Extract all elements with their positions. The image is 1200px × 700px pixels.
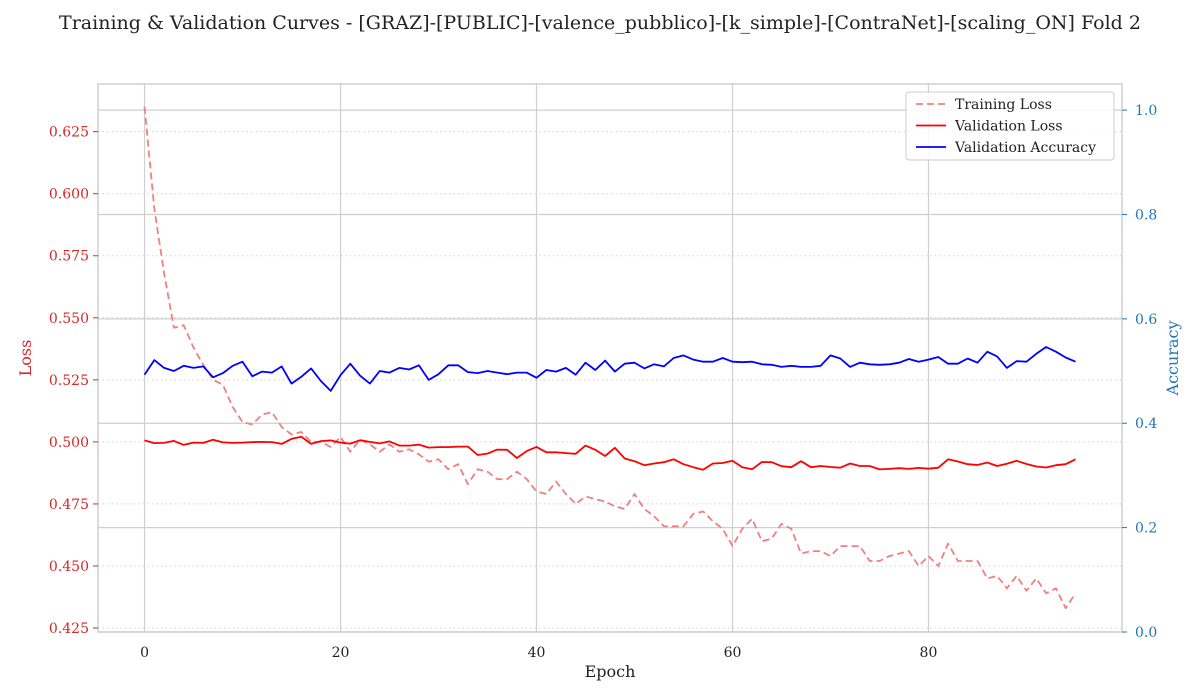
tick-labels: 0 20 40 60 80 0.425 0.450 0.475 0.500 0.525 0.550 0… — [49, 103, 1157, 661]
y-left-tick-label: 0.625 — [49, 125, 89, 141]
y-left-tick-label: 0.450 — [49, 559, 89, 575]
legend-entry: Training Loss — [955, 97, 1052, 113]
y-right-tick-label: 0.0 — [1135, 625, 1157, 641]
y-right-tick-label: 0.8 — [1135, 207, 1157, 223]
y-left-tick-label: 0.575 — [49, 249, 89, 265]
y-right-tick-label: 0.2 — [1135, 521, 1157, 537]
y-right-tick-label: 0.6 — [1135, 312, 1157, 328]
x-tick-label: 60 — [724, 645, 742, 661]
y-left-tick-label: 0.550 — [49, 311, 89, 327]
x-tick-label: 20 — [332, 645, 350, 661]
y-axis-left-label: Loss — [16, 340, 35, 377]
plot-frame — [97, 83, 1123, 633]
legend-entry: Validation Accuracy — [954, 140, 1096, 156]
x-tick-label: 0 — [140, 645, 149, 661]
y-left-tick-label: 0.475 — [49, 497, 89, 513]
series-line-validation-loss — [144, 435, 1076, 471]
y-right-tick-label: 1.0 — [1135, 103, 1157, 119]
chart-title: Training & Validation Curves - [GRAZ]-[P… — [59, 12, 1141, 34]
x-axis-label: Epoch — [585, 662, 636, 681]
y-right-tick-label: 0.4 — [1135, 416, 1157, 432]
legend-entry: Validation Loss — [954, 119, 1063, 135]
series-layer — [143, 106, 1077, 610]
y-axis-right-label: Accuracy — [1163, 321, 1182, 397]
x-tick-label: 80 — [920, 645, 938, 661]
legend-box — [905, 91, 1115, 161]
y-left-tick-label: 0.525 — [49, 373, 89, 389]
y-left-tick-label: 0.600 — [49, 187, 89, 203]
y-left-tick-label: 0.500 — [49, 435, 89, 451]
x-tick-label: 40 — [528, 645, 546, 661]
y-left-tick-label: 0.425 — [49, 621, 89, 637]
series-line-training-loss — [143, 106, 1077, 610]
series-line-validation-accuracy — [143, 346, 1076, 392]
legend: Training Loss Validation Loss Validation A… — [905, 91, 1115, 161]
